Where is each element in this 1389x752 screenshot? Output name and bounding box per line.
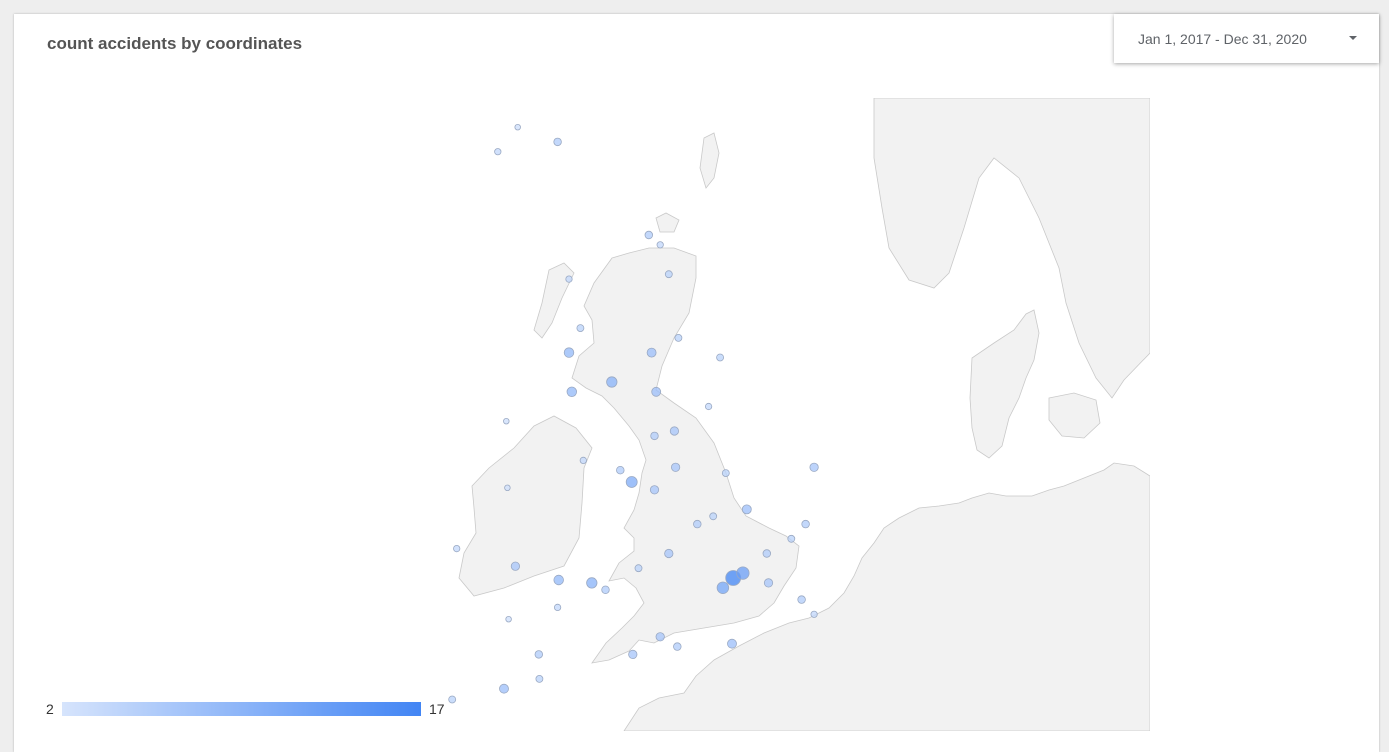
- region-continental-europe: [623, 462, 1150, 731]
- map-bubble-25[interactable]: [625, 476, 638, 488]
- map-bubble-21[interactable]: [669, 426, 679, 436]
- map-bubble-30[interactable]: [809, 462, 819, 472]
- map-canvas[interactable]: [434, 98, 1150, 731]
- map-bubble-6[interactable]: [553, 137, 562, 147]
- chevron-down-icon: [1349, 36, 1357, 40]
- map-bubble-39[interactable]: [716, 581, 730, 595]
- map-bubble-53[interactable]: [504, 484, 511, 491]
- map-bubble-45[interactable]: [655, 632, 665, 642]
- map-bubble-60[interactable]: [448, 695, 457, 704]
- map-bubble-12[interactable]: [565, 275, 573, 283]
- region-outer-hebrides: [533, 262, 575, 339]
- map-bubble-27[interactable]: [616, 466, 625, 475]
- map-bubble-34[interactable]: [693, 519, 702, 529]
- map-bubble-46[interactable]: [673, 642, 682, 651]
- region-orkney: [655, 212, 680, 233]
- map-bubble-47[interactable]: [628, 649, 638, 660]
- bubble-layer[interactable]: [434, 98, 819, 716]
- map-bubble-20[interactable]: [651, 386, 662, 397]
- map-bubble-15[interactable]: [646, 347, 657, 358]
- legend-gradient-bar: [62, 702, 421, 716]
- map-bubble-28[interactable]: [579, 456, 587, 464]
- map-bubble-16[interactable]: [674, 333, 683, 342]
- region-great-britain: [571, 247, 800, 664]
- map-bubble-31[interactable]: [801, 519, 810, 529]
- region-shetland: [699, 132, 720, 189]
- map-bubble-49[interactable]: [601, 585, 610, 594]
- region-ireland: [458, 415, 593, 597]
- map-bubble-13[interactable]: [576, 324, 585, 333]
- chart-title: count accidents by coordinates: [47, 34, 303, 53]
- map-bubble-19[interactable]: [566, 386, 578, 398]
- map-bubble-9[interactable]: [644, 230, 653, 240]
- map-bubble-48[interactable]: [586, 577, 598, 589]
- map-bubble-22[interactable]: [650, 431, 659, 441]
- map-bubble-58[interactable]: [499, 683, 509, 694]
- map-bubble-54[interactable]: [503, 418, 510, 425]
- map-bubble-62[interactable]: [505, 616, 512, 623]
- map-bubble-51[interactable]: [510, 561, 521, 571]
- map-bubble-36[interactable]: [787, 534, 796, 543]
- map-bubble-32[interactable]: [721, 469, 730, 478]
- date-range-label: Jan 1, 2017 - Dec 31, 2020: [1138, 31, 1307, 47]
- date-range-control[interactable]: Jan 1, 2017 - Dec 31, 2020: [1114, 14, 1379, 63]
- map-bubble-18[interactable]: [606, 376, 618, 388]
- map-bubble-14[interactable]: [563, 347, 575, 358]
- map-bubble-10[interactable]: [656, 241, 664, 249]
- land-layer: [458, 98, 1150, 731]
- map-bubble-8[interactable]: [514, 124, 521, 131]
- map-bubble-50[interactable]: [553, 574, 564, 586]
- legend-min-label: 2: [46, 701, 54, 717]
- map-bubble-35[interactable]: [664, 548, 674, 559]
- map-bubble-56[interactable]: [554, 603, 562, 611]
- map-bubble-17[interactable]: [716, 353, 725, 362]
- region-scandinavia: [873, 98, 1150, 399]
- map-bubble-42[interactable]: [797, 595, 806, 604]
- map-bubble-37[interactable]: [762, 549, 771, 558]
- map-bubble-43[interactable]: [810, 610, 818, 618]
- map-bubble-40[interactable]: [736, 566, 750, 580]
- region-zealand: [1048, 392, 1101, 439]
- map-bubble-44[interactable]: [727, 638, 737, 649]
- color-legend: 2 17: [14, 698, 474, 722]
- map-bubble-26[interactable]: [649, 485, 660, 495]
- map-bubble-52[interactable]: [453, 544, 461, 553]
- map-bubble-33[interactable]: [709, 512, 718, 521]
- map-bubble-57[interactable]: [534, 650, 543, 659]
- map-bubble-29[interactable]: [741, 504, 752, 515]
- map-bubble-55[interactable]: [634, 564, 643, 573]
- map-bubble-7[interactable]: [494, 148, 502, 156]
- region-denmark: [969, 309, 1040, 459]
- map-bubble-24[interactable]: [671, 462, 681, 472]
- map-bubble-59[interactable]: [535, 675, 544, 683]
- map-bubble-11[interactable]: [664, 270, 673, 279]
- map-chart-card: count accidents by coordinates Jan 1, 20…: [14, 14, 1379, 752]
- map-bubble-23[interactable]: [704, 402, 713, 411]
- legend-max-label: 17: [429, 701, 445, 717]
- geo-map[interactable]: [434, 98, 1150, 731]
- map-bubble-41[interactable]: [763, 578, 774, 588]
